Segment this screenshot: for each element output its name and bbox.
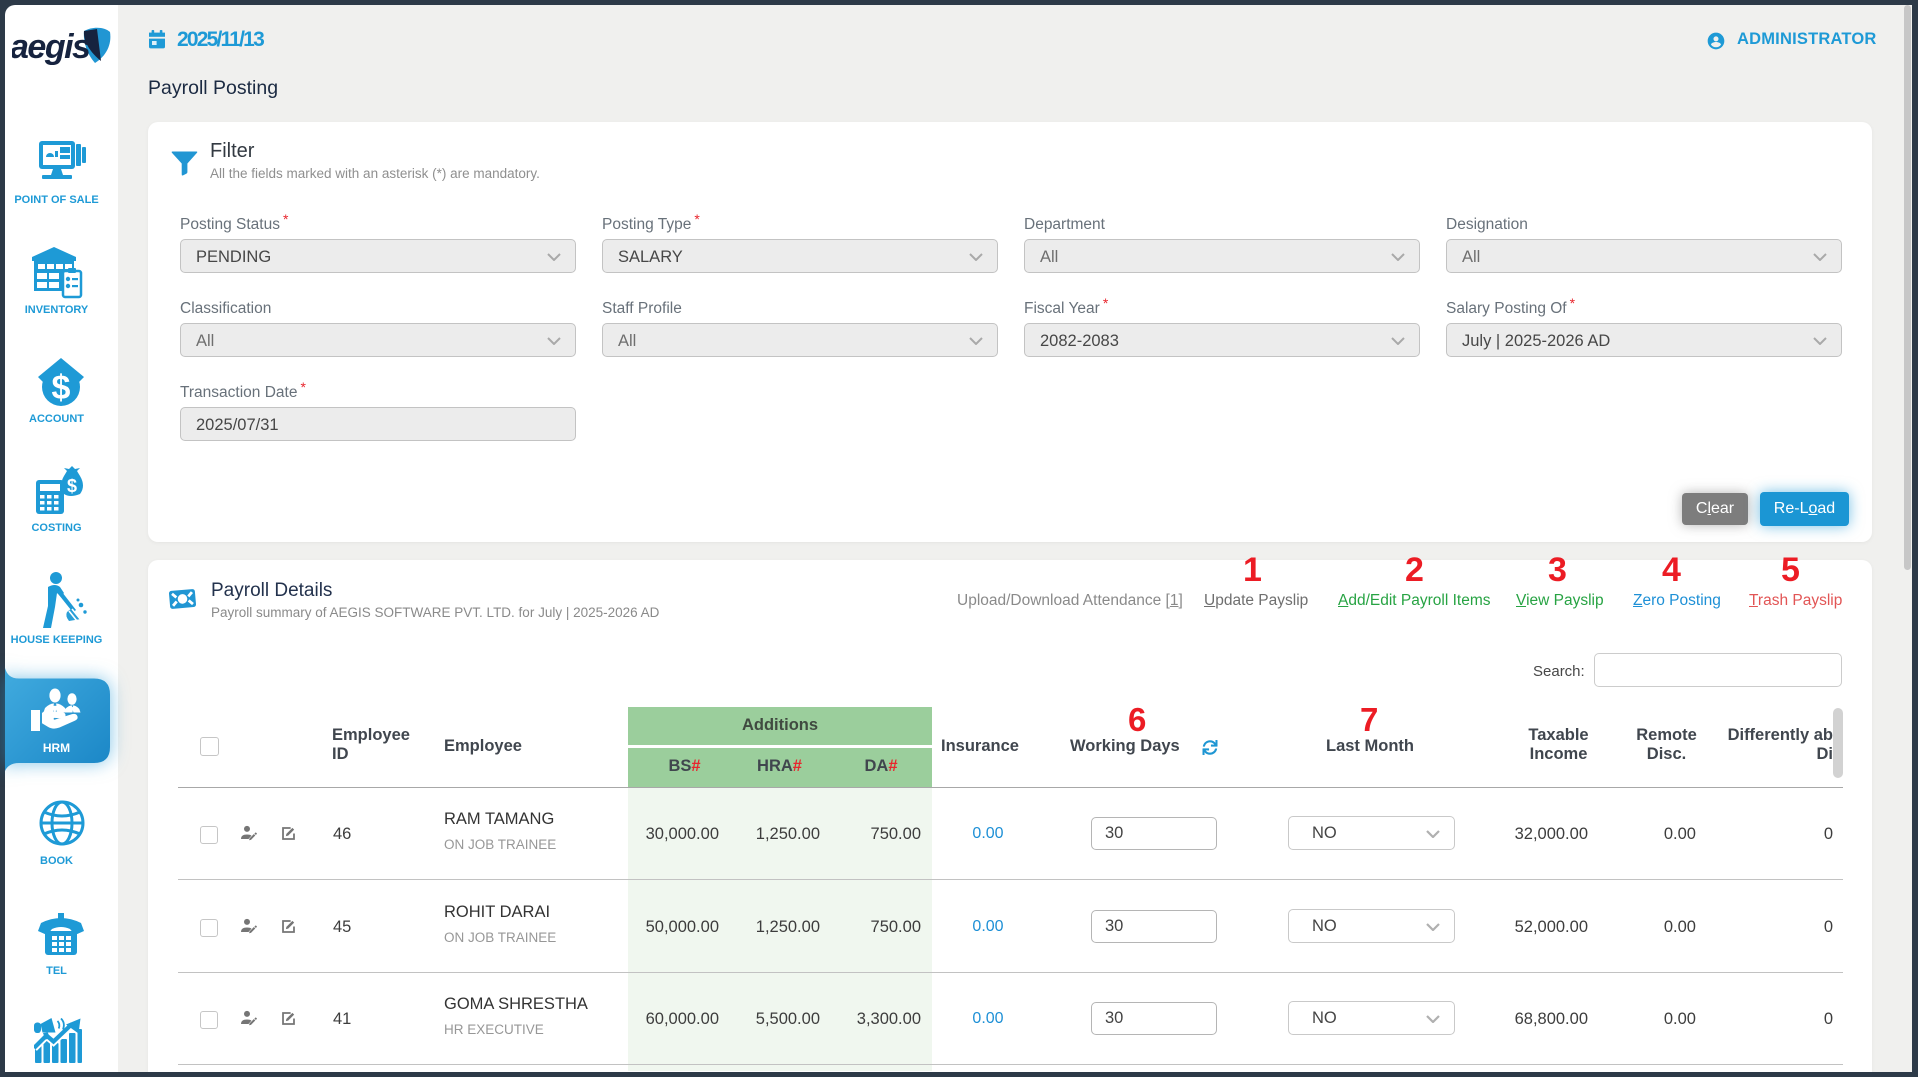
svg-text:aegis: aegis: [12, 28, 90, 66]
svg-text:$: $: [67, 476, 77, 496]
svg-text:$: $: [52, 369, 71, 407]
